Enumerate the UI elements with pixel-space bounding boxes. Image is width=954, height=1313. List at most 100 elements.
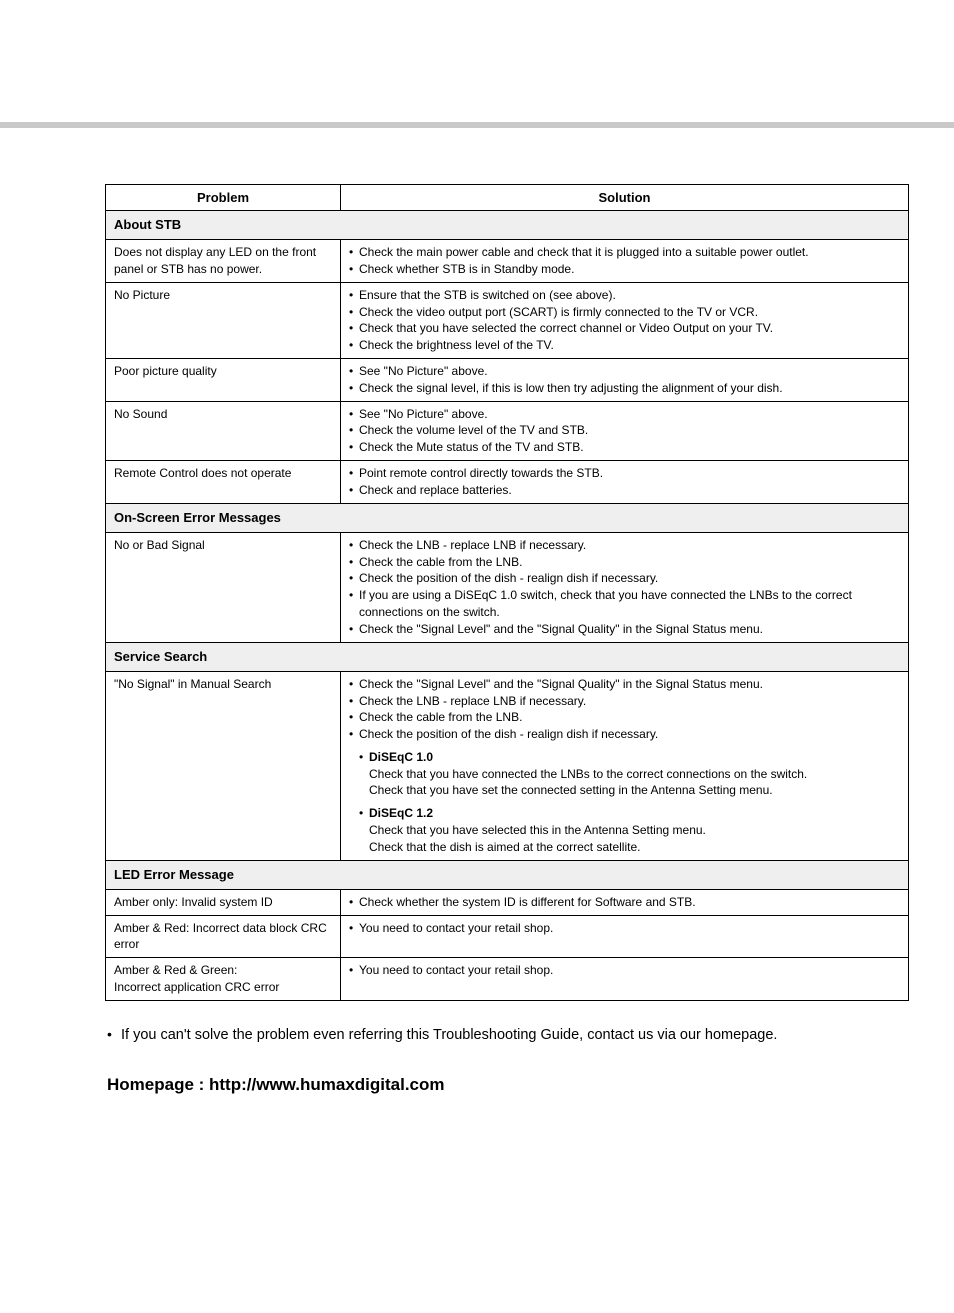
problem-cell: No Sound (106, 401, 341, 460)
bullet-dot-icon: • (349, 406, 359, 423)
solution-item: •Check whether the system ID is differen… (349, 894, 900, 911)
solution-text: Check the position of the dish - realign… (359, 726, 900, 743)
solution-item: •See "No Picture" above. (349, 406, 900, 423)
solution-item: •You need to contact your retail shop. (349, 920, 900, 937)
section-title: LED Error Message (106, 860, 909, 889)
solution-text: Check the Mute status of the TV and STB. (359, 439, 900, 456)
problem-cell: No or Bad Signal (106, 532, 341, 642)
subgroup-title-row: •DiSEqC 1.2 (359, 805, 900, 822)
bullet-dot-icon: • (349, 287, 359, 304)
solution-cell: •Point remote control directly towards t… (341, 460, 909, 503)
subgroup-line: Check that you have set the connected se… (359, 782, 900, 799)
solution-text: Check the cable from the LNB. (359, 709, 900, 726)
solution-text: Point remote control directly towards th… (359, 465, 900, 482)
subgroup-line: Check that you have selected this in the… (359, 822, 900, 839)
bullet-dot-icon: • (349, 439, 359, 456)
solution-text: You need to contact your retail shop. (359, 920, 900, 937)
bullet-dot-icon: • (349, 709, 359, 726)
bullet-dot-icon: • (349, 676, 359, 693)
table-row: Amber & Red & Green:Incorrect applicatio… (106, 958, 909, 1001)
section-title: About STB (106, 211, 909, 240)
solution-item: •If you are using a DiSEqC 1.0 switch, c… (349, 587, 900, 621)
solution-text: See "No Picture" above. (359, 363, 900, 380)
solution-item: •See "No Picture" above. (349, 363, 900, 380)
solution-text: Check that you have selected the correct… (359, 320, 900, 337)
solution-text: Check the video output port (SCART) is f… (359, 304, 900, 321)
section-row: About STB (106, 211, 909, 240)
content: Problem Solution About STBDoes not displ… (0, 128, 954, 1095)
solution-item: •Check the "Signal Level" and the "Signa… (349, 676, 900, 693)
section-row: Service Search (106, 642, 909, 671)
table-row: Remote Control does not operate •Point re… (106, 460, 909, 503)
solution-text: Check the brightness level of the TV. (359, 337, 900, 354)
solution-text: Check the LNB - replace LNB if necessary… (359, 537, 900, 554)
bullet-dot-icon: • (349, 621, 359, 638)
solution-cell: •See "No Picture" above.•Check the volum… (341, 401, 909, 460)
solution-cell: •You need to contact your retail shop. (341, 958, 909, 1001)
bullet-dot-icon: • (349, 537, 359, 554)
solution-text: If you are using a DiSEqC 1.0 switch, ch… (359, 587, 900, 621)
bullet-dot-icon: • (349, 726, 359, 743)
solution-subgroup: •DiSEqC 1.2Check that you have selected … (349, 805, 900, 855)
table-row: No Picture•Ensure that the STB is switch… (106, 282, 909, 358)
bullet-dot-icon: • (349, 261, 359, 278)
footnote-text: If you can't solve the problem even refe… (121, 1025, 909, 1045)
bullet-dot-icon: • (349, 363, 359, 380)
solution-item: •Check the Mute status of the TV and STB… (349, 439, 900, 456)
solution-item: •Ensure that the STB is switched on (see… (349, 287, 900, 304)
problem-cell: Remote Control does not operate (106, 460, 341, 503)
solution-item: •Check that you have selected the correc… (349, 320, 900, 337)
table-row: Amber only: Invalid system ID •Check whet… (106, 889, 909, 915)
solution-item: •Check the cable from the LNB. (349, 554, 900, 571)
solution-cell: •See "No Picture" above.•Check the signa… (341, 358, 909, 401)
solution-text: Check the cable from the LNB. (359, 554, 900, 571)
section-title: On-Screen Error Messages (106, 503, 909, 532)
table-header-row: Problem Solution (106, 185, 909, 211)
solution-text: See "No Picture" above. (359, 406, 900, 423)
subgroup-title-row: •DiSEqC 1.0 (359, 749, 900, 766)
bullet-dot-icon: • (349, 482, 359, 499)
solution-item: •Check the signal level, if this is low … (349, 380, 900, 397)
problem-cell: Amber only: Invalid system ID (106, 889, 341, 915)
bullet-dot-icon: • (349, 465, 359, 482)
bullet-dot-icon: • (349, 570, 359, 587)
solution-text: Check whether the system ID is different… (359, 894, 900, 911)
bullet-dot-icon: • (349, 422, 359, 439)
bullet-dot-icon: • (349, 320, 359, 337)
solution-text: Check the signal level, if this is low t… (359, 380, 900, 397)
footnote: • If you can't solve the problem even re… (107, 1025, 909, 1045)
table-row: No Sound•See "No Picture" above.•Check t… (106, 401, 909, 460)
solution-item: •Point remote control directly towards t… (349, 465, 900, 482)
bullet-dot-icon: • (349, 920, 359, 937)
problem-cell: Amber & Red & Green:Incorrect applicatio… (106, 958, 341, 1001)
bullet-dot-icon: • (349, 894, 359, 911)
section-row: On-Screen Error Messages (106, 503, 909, 532)
solution-cell: •Check the LNB - replace LNB if necessar… (341, 532, 909, 642)
bullet-dot-icon: • (359, 749, 369, 766)
problem-cell: Poor picture quality (106, 358, 341, 401)
bullet-dot-icon: • (359, 805, 369, 822)
bullet-dot-icon: • (107, 1025, 121, 1045)
table-row: No or Bad Signal•Check the LNB - replace… (106, 532, 909, 642)
solution-text: You need to contact your retail shop. (359, 962, 900, 979)
solution-item: •Check the brightness level of the TV. (349, 337, 900, 354)
header-solution: Solution (341, 185, 909, 211)
subgroup-title: DiSEqC 1.2 (369, 805, 900, 822)
table-row: Poor picture quality•See "No Picture" ab… (106, 358, 909, 401)
solution-item: •Check the video output port (SCART) is … (349, 304, 900, 321)
bullet-dot-icon: • (349, 962, 359, 979)
solution-text: Check the LNB - replace LNB if necessary… (359, 693, 900, 710)
subgroup-line: Check that you have connected the LNBs t… (359, 766, 900, 783)
solution-subgroup: •DiSEqC 1.0Check that you have connected… (349, 749, 900, 799)
homepage-line: Homepage : http://www.humaxdigital.com (107, 1075, 909, 1095)
solution-cell: •Ensure that the STB is switched on (see… (341, 282, 909, 358)
solution-item: •Check the volume level of the TV and ST… (349, 422, 900, 439)
solution-cell: •You need to contact your retail shop. (341, 915, 909, 958)
problem-cell: No Picture (106, 282, 341, 358)
bullet-dot-icon: • (349, 337, 359, 354)
solution-item: •Check and replace batteries. (349, 482, 900, 499)
solution-text: Check whether STB is in Standby mode. (359, 261, 900, 278)
solution-item: •Check the cable from the LNB. (349, 709, 900, 726)
problem-cell: Does not display any LED on the front pa… (106, 240, 341, 283)
solution-text: Ensure that the STB is switched on (see … (359, 287, 900, 304)
